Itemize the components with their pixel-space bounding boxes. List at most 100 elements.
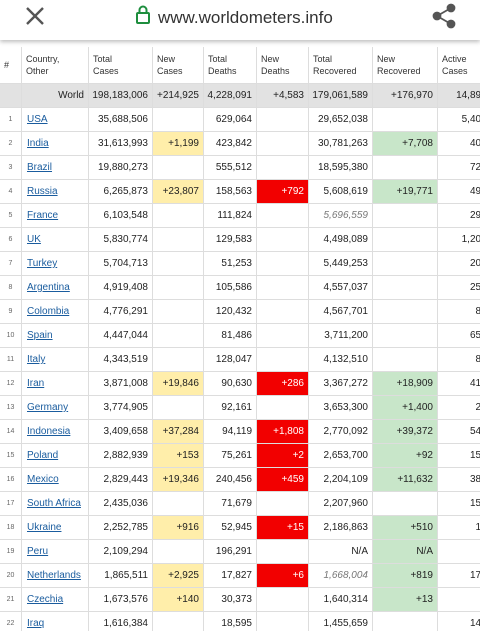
country-cell[interactable]: Mexico (22, 468, 89, 492)
country-cell[interactable]: Italy (22, 348, 89, 372)
data-cell (257, 324, 309, 348)
country-cell[interactable]: Indonesia (22, 420, 89, 444)
data-cell: 179,061,589 (309, 84, 373, 108)
data-cell: +214,925 (153, 84, 204, 108)
data-cell: 1,673,576 (89, 588, 153, 612)
data-cell: +23,807 (153, 180, 204, 204)
header-cell: Active Cases (438, 47, 480, 84)
data-cell (153, 348, 204, 372)
data-cell: 81,486 (204, 324, 257, 348)
data-cell: 555,512 (204, 156, 257, 180)
data-cell: 13 (0, 396, 22, 420)
data-cell: +18,909 (373, 372, 438, 396)
data-cell (373, 108, 438, 132)
header-cell: Total Recovered (309, 47, 373, 84)
data-cell: 196,291 (204, 540, 257, 564)
data-cell: 14,893,3 (438, 84, 480, 108)
header-text: New (157, 54, 176, 64)
data-cell: 2,207,960 (309, 492, 373, 516)
data-cell: +459 (257, 468, 309, 492)
data-cell (373, 492, 438, 516)
data-cell: 142,1 (438, 612, 480, 631)
data-cell (153, 156, 204, 180)
data-cell: 128,047 (204, 348, 257, 372)
data-cell (257, 132, 309, 156)
data-cell: +140 (153, 588, 204, 612)
close-icon[interactable] (26, 7, 44, 25)
data-cell: 545,4 (438, 420, 480, 444)
country-cell[interactable]: India (22, 132, 89, 156)
country-cell[interactable]: Iraq (22, 612, 89, 631)
data-cell: +92 (373, 444, 438, 468)
data-cell: 2,435,036 (89, 492, 153, 516)
data-cell: 413,1 (438, 372, 480, 396)
header-cell: # (0, 47, 22, 84)
data-cell (257, 108, 309, 132)
lock-icon (136, 5, 150, 24)
data-cell: 3,871,008 (89, 372, 153, 396)
country-cell[interactable]: South Africa (22, 492, 89, 516)
data-cell (373, 228, 438, 252)
data-cell: 5,696,559 (309, 204, 373, 228)
data-cell: 82,9 (438, 348, 480, 372)
country-cell[interactable]: Peru (22, 540, 89, 564)
country-cell[interactable]: UK (22, 228, 89, 252)
data-cell: 19,880,273 (89, 156, 153, 180)
header-text: Total (313, 54, 333, 64)
country-cell[interactable]: Iran (22, 372, 89, 396)
data-cell (153, 252, 204, 276)
data-cell: 18,595,380 (309, 156, 373, 180)
country-cell[interactable]: Ukraine (22, 516, 89, 540)
data-cell: +1,400 (373, 396, 438, 420)
data-cell: 20 (0, 564, 22, 588)
data-cell: 129,583 (204, 228, 257, 252)
data-cell: 3,367,272 (309, 372, 373, 396)
data-cell (153, 492, 204, 516)
data-cell (373, 324, 438, 348)
header-cell: Country, Other (22, 47, 89, 84)
country-cell[interactable]: Colombia (22, 300, 89, 324)
data-cell (373, 276, 438, 300)
data-cell: 21 (0, 588, 22, 612)
country-cell[interactable]: France (22, 204, 89, 228)
country-cell[interactable]: Argentina (22, 276, 89, 300)
country-cell[interactable]: Poland (22, 444, 89, 468)
data-cell: +153 (153, 444, 204, 468)
data-cell: 4,567,701 (309, 300, 373, 324)
country-cell[interactable]: Czechia (22, 588, 89, 612)
data-cell (153, 108, 204, 132)
data-cell (373, 204, 438, 228)
data-cell (257, 300, 309, 324)
country-cell[interactable]: USA (22, 108, 89, 132)
data-cell: 629,064 (204, 108, 257, 132)
data-cell: 3,711,200 (309, 324, 373, 348)
data-cell: 7 (0, 252, 22, 276)
data-cell (153, 324, 204, 348)
share-icon[interactable] (432, 3, 456, 29)
country-cell[interactable]: Russia (22, 180, 89, 204)
country-cell[interactable]: Turkey (22, 252, 89, 276)
header-text: Cases (93, 66, 119, 76)
header-text: Active (442, 54, 467, 64)
data-cell: +1,199 (153, 132, 204, 156)
data-cell: 3,409,658 (89, 420, 153, 444)
data-cell: +792 (257, 180, 309, 204)
data-cell: 198,183,006 (89, 84, 153, 108)
data-cell: 10 (0, 324, 22, 348)
data-cell: 1,640,314 (309, 588, 373, 612)
country-cell[interactable]: Germany (22, 396, 89, 420)
data-cell: 90,630 (204, 372, 257, 396)
data-cell: 17,827 (204, 564, 257, 588)
country-cell[interactable]: Brazil (22, 156, 89, 180)
header-text: New (377, 54, 396, 64)
data-cell: 153,9 (438, 444, 480, 468)
data-cell (373, 300, 438, 324)
data-cell: 12 (0, 372, 22, 396)
country-cell[interactable]: Netherlands (22, 564, 89, 588)
data-cell: 71,679 (204, 492, 257, 516)
data-cell: +1,808 (257, 420, 309, 444)
url[interactable]: www.worldometers.info (158, 8, 333, 27)
country-cell[interactable]: Spain (22, 324, 89, 348)
data-cell: 5,449,253 (309, 252, 373, 276)
data-cell: 30,373 (204, 588, 257, 612)
